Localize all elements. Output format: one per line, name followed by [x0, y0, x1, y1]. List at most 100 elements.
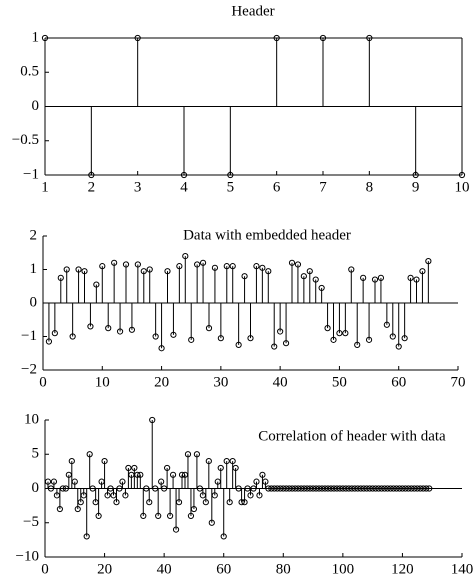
y-tick-label: −1: [23, 166, 39, 182]
stem-marker: [306, 268, 313, 275]
stem-marker: [93, 281, 100, 288]
stem-marker: [265, 485, 272, 492]
stem-marker: [59, 485, 66, 492]
stem-marker: [180, 171, 188, 179]
stem-marker: [417, 485, 424, 492]
y-tick-label: 0: [32, 480, 40, 496]
stem-marker: [232, 464, 239, 472]
stem-marker: [360, 485, 367, 492]
x-tick-label: 6: [273, 179, 281, 195]
y-tick-label: −2: [21, 361, 37, 377]
stem-marker: [69, 333, 76, 340]
stem-marker: [381, 485, 388, 492]
stem-marker: [426, 485, 433, 492]
stem-marker: [51, 330, 58, 337]
y-tick-label: −1: [21, 328, 37, 344]
y-tick-label: −10: [16, 548, 39, 564]
stem-marker: [274, 485, 281, 492]
stem-marker: [193, 451, 201, 458]
y-tick-label: 1: [30, 261, 38, 277]
stem-marker: [324, 485, 332, 492]
stem-marker: [414, 485, 421, 492]
stem-marker: [407, 274, 414, 281]
stem-marker: [318, 485, 326, 492]
stem-marker: [217, 335, 224, 342]
stem-marker: [315, 485, 323, 492]
y-tick-label: 0.5: [20, 64, 39, 80]
stem-marker: [289, 485, 296, 492]
stem-marker: [172, 526, 180, 533]
stem-marker: [348, 266, 355, 273]
stem-marker: [241, 499, 248, 506]
stem-marker: [401, 335, 408, 342]
stem-marker: [155, 512, 162, 520]
stem-marker: [88, 171, 95, 179]
stem-marker: [277, 485, 284, 492]
stem-marker: [190, 505, 198, 513]
stem-marker: [286, 485, 293, 492]
stem-marker: [226, 499, 233, 506]
y-tick-label: 0: [32, 98, 40, 114]
stem-marker: [312, 485, 320, 492]
stem-marker: [229, 263, 236, 270]
stem-marker: [105, 325, 112, 332]
stem-marker: [202, 499, 209, 506]
stem-marker: [309, 485, 317, 492]
stem-marker: [412, 171, 419, 179]
stem-marker: [288, 259, 296, 266]
stem-marker: [300, 273, 307, 280]
x-tick-label: 0: [41, 561, 49, 577]
y-tick-label: −0.5: [12, 132, 39, 148]
y-tick-label: 10: [24, 411, 39, 427]
stem-marker: [283, 485, 290, 492]
x-tick-label: 80: [276, 561, 291, 577]
stem-marker: [399, 485, 406, 492]
stem-marker: [229, 458, 236, 465]
stem-marker: [247, 492, 254, 499]
stem-marker: [44, 478, 52, 485]
stem-marker: [333, 485, 340, 492]
stem-marker: [87, 323, 94, 330]
stem-marker: [360, 274, 367, 281]
stem-marker: [167, 512, 174, 520]
stem-marker: [312, 276, 319, 283]
stem-marker: [384, 485, 391, 492]
stem-marker: [393, 485, 400, 492]
stem-marker: [68, 458, 75, 465]
stem-marker: [292, 485, 299, 492]
stem-marker: [146, 499, 153, 506]
x-tick-label: 4: [180, 179, 188, 195]
stem-marker: [247, 335, 254, 342]
x-tick-label: 10: [95, 374, 110, 390]
stem-marker: [366, 485, 373, 492]
x-tick-label: 9: [412, 179, 420, 195]
stem-marker: [217, 464, 224, 472]
stem-marker: [271, 485, 278, 492]
stem-marker: [227, 171, 234, 179]
stem-marker: [342, 330, 349, 337]
stem-marker: [81, 268, 88, 275]
stem-marker: [304, 485, 311, 492]
stem-marker: [402, 485, 409, 492]
stem-marker: [211, 264, 219, 271]
x-tick-label: 30: [213, 374, 228, 390]
stem-marker: [256, 492, 263, 499]
stem-marker: [458, 171, 466, 179]
stem-marker: [86, 451, 93, 458]
stem-marker: [408, 485, 415, 492]
x-tick-label: 5: [227, 179, 235, 195]
stem-marker: [419, 268, 426, 275]
stem-marker: [324, 325, 331, 332]
y-tick-label: −5: [23, 514, 39, 530]
stem-marker: [378, 485, 385, 492]
stem-marker: [176, 263, 183, 270]
stem-marker: [170, 331, 177, 338]
stem-marker: [220, 533, 227, 540]
stem-marker: [194, 261, 201, 268]
stem-marker: [57, 274, 64, 281]
stem-marker: [387, 485, 394, 492]
x-tick-label: 120: [391, 561, 414, 577]
stem-marker: [372, 485, 379, 492]
stem-marker: [330, 336, 337, 343]
stem-marker: [259, 471, 266, 478]
